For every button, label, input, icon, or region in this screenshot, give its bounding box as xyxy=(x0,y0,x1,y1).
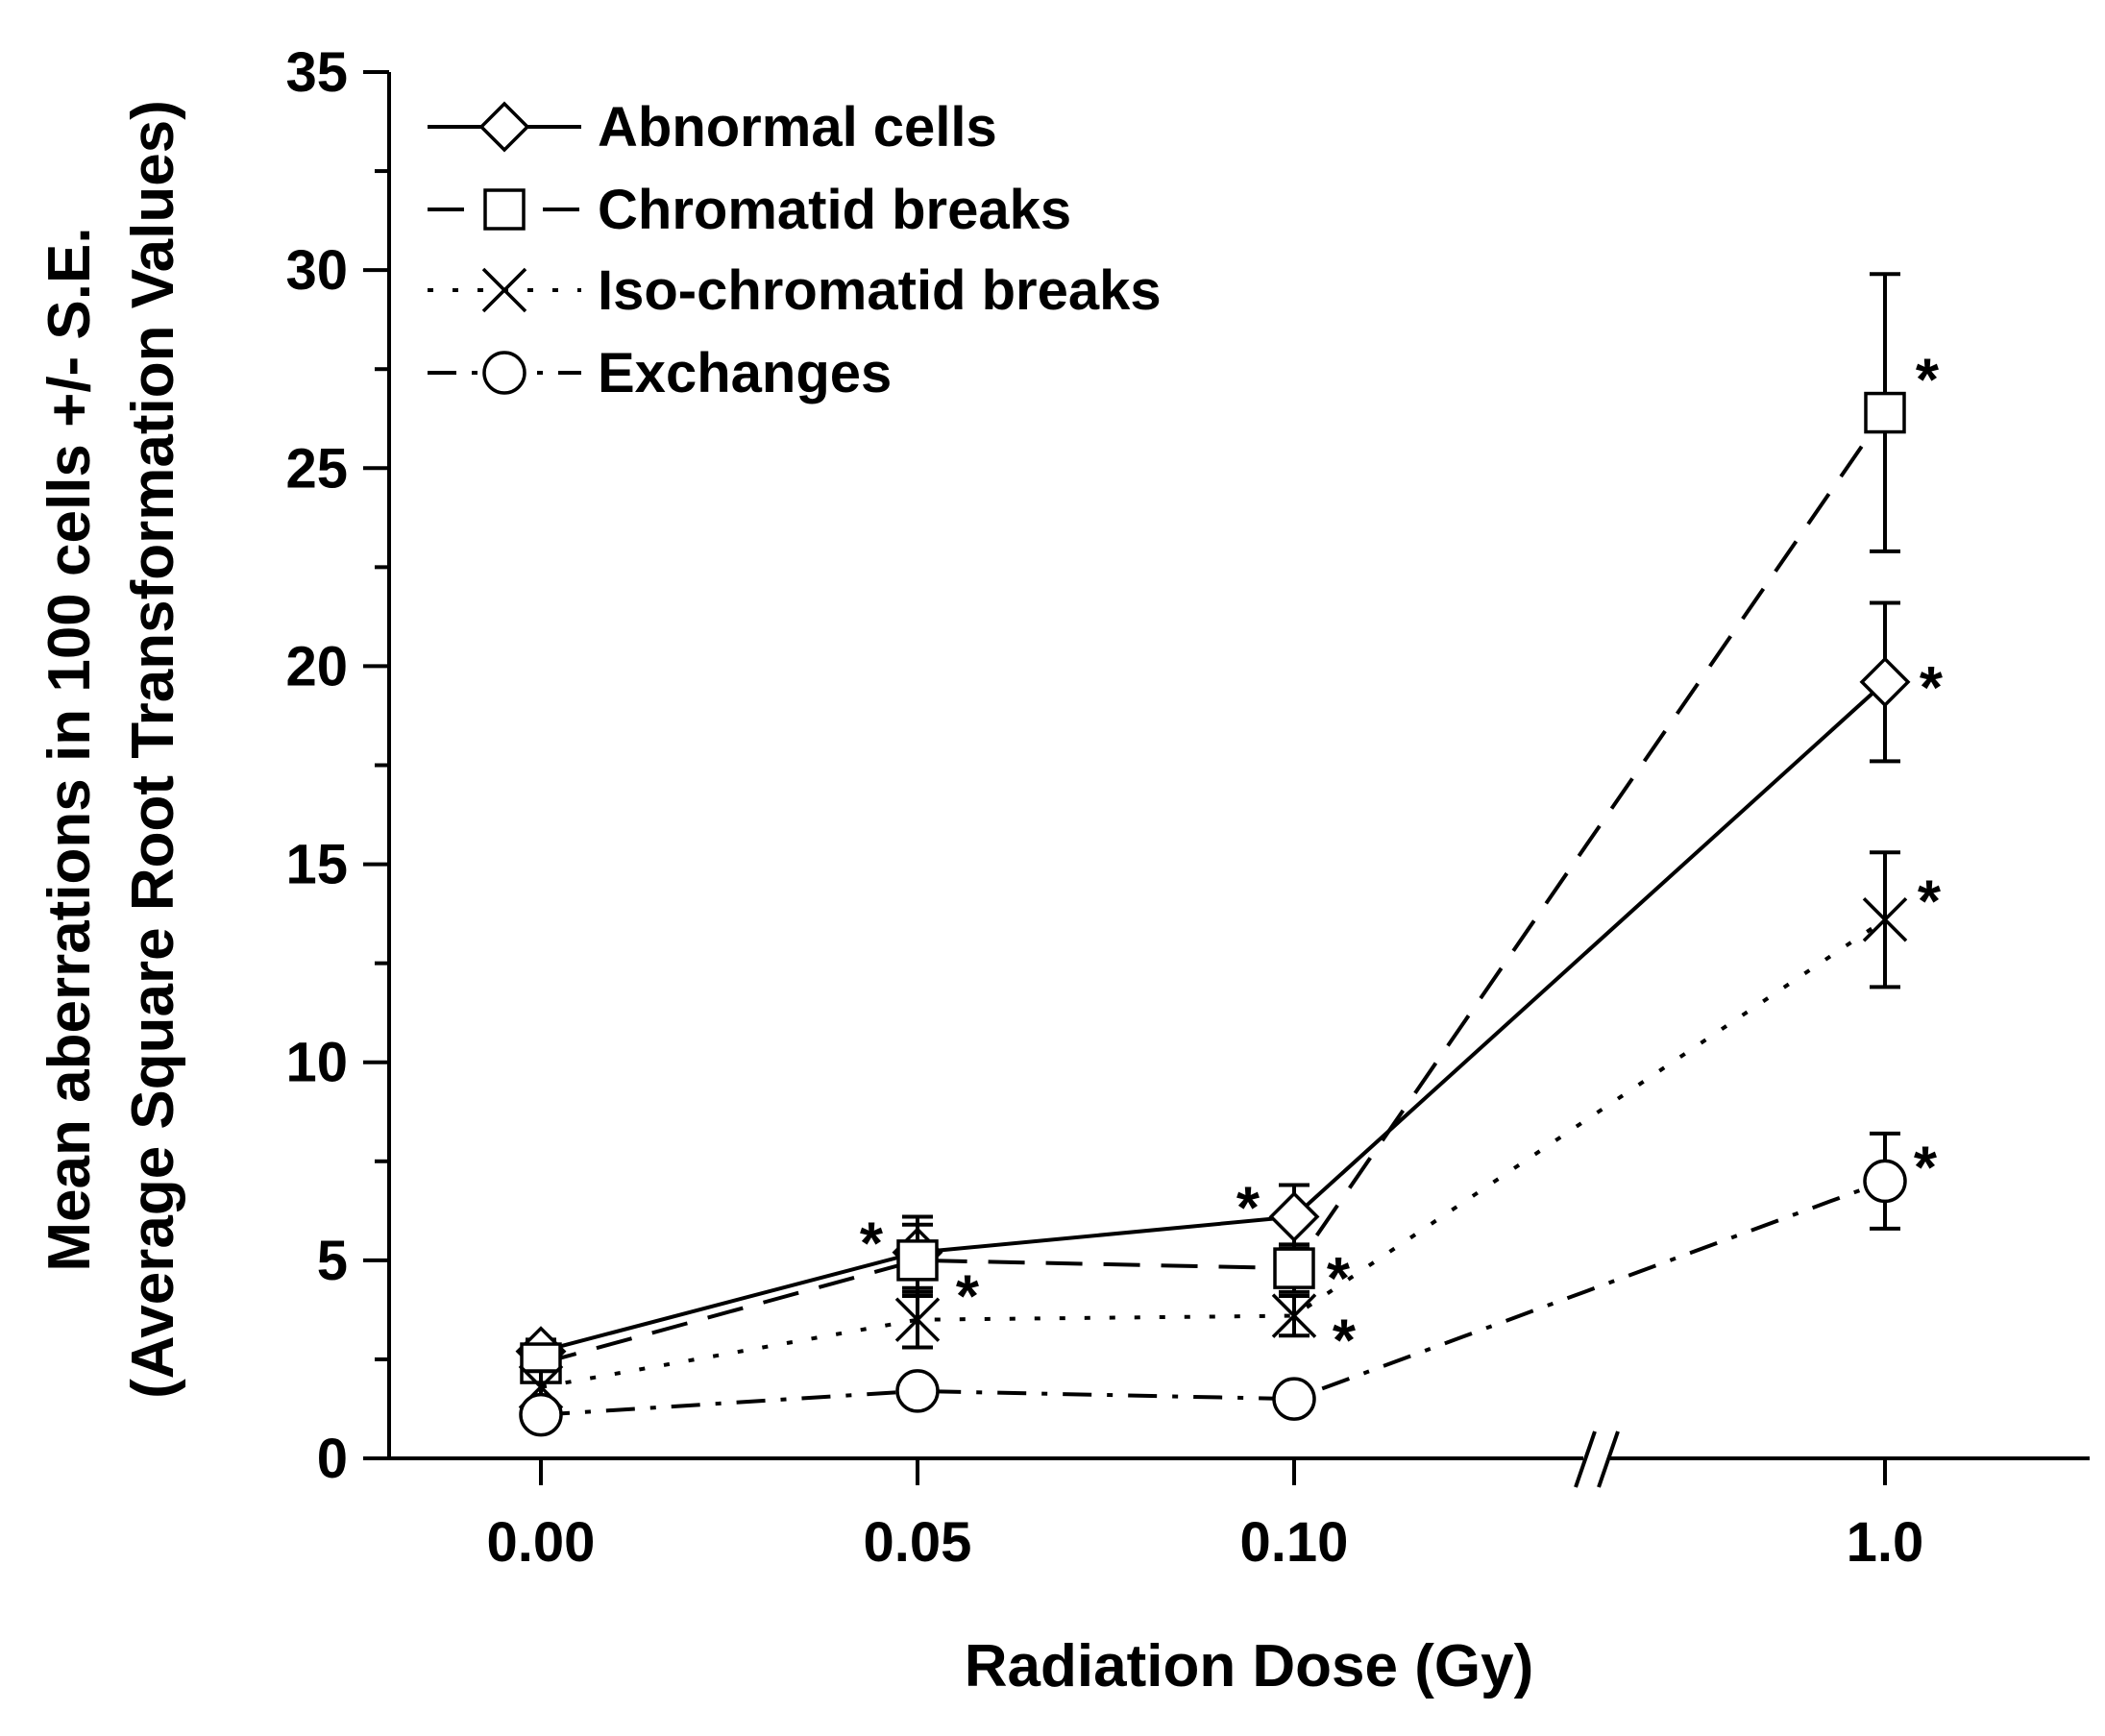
data-point xyxy=(1271,1293,1317,1338)
legend: Abnormal cells Chromatid breaks Iso-chroma… xyxy=(428,96,1162,404)
legend-marker xyxy=(482,351,526,395)
series-iso-chromatid-breaks: *** xyxy=(518,850,1942,1410)
legend-marker xyxy=(481,267,527,313)
legend-entry: Exchanges xyxy=(428,342,892,404)
legend-entry: Chromatid breaks xyxy=(428,179,1071,241)
legend-label: Exchanges xyxy=(598,342,892,404)
significance-star: * xyxy=(1916,348,1940,414)
significance-star: * xyxy=(1333,1308,1357,1375)
marker-x-stroke xyxy=(1862,897,1908,942)
x-tick-label: 0.05 xyxy=(864,1511,972,1574)
data-point xyxy=(519,1392,563,1437)
marker-x-stroke xyxy=(894,1297,941,1342)
y-axis-title-line-2: (Average Square Root Transformation Valu… xyxy=(120,100,186,1399)
data-point xyxy=(1864,391,1906,434)
legend-label: Iso-chromatid breaks xyxy=(598,259,1162,322)
x-tick-label: 0.10 xyxy=(1240,1511,1349,1574)
y-ticks: 0 5 10 15 20 25 30 35 xyxy=(285,41,389,1490)
significance-star: * xyxy=(1920,655,1944,721)
significance-star: * xyxy=(1914,1135,1938,1201)
series-line xyxy=(540,411,1887,1365)
y-axis-title-line-1: Mean aberrations in 100 cells +/- S.E. xyxy=(37,227,103,1271)
legend-entry: Abnormal cells xyxy=(428,96,997,159)
axis-break-mark-1 xyxy=(1574,1430,1597,1488)
y-tick-label: 25 xyxy=(285,437,348,500)
y-tick-label: 30 xyxy=(285,239,348,302)
y-tick-label: 20 xyxy=(285,635,348,697)
data-point xyxy=(896,1239,939,1282)
y-axis: 0 5 10 15 20 25 30 35 xyxy=(285,41,391,1490)
series-chromatid-breaks: ** xyxy=(520,272,1940,1384)
series-exchanges: * xyxy=(519,1131,1938,1437)
data-point xyxy=(1273,1247,1315,1289)
y-tick-label: 0 xyxy=(317,1428,348,1490)
y-tick-label: 35 xyxy=(285,41,348,104)
significance-star: * xyxy=(860,1211,884,1278)
data-point xyxy=(1863,1159,1907,1204)
legend-label: Abnormal cells xyxy=(598,96,997,159)
series-abnormal-cells: *** xyxy=(515,600,1944,1378)
legend-marker xyxy=(483,188,526,231)
legend-entry: Iso-chromatid breaks xyxy=(428,259,1162,322)
data-point xyxy=(894,1297,941,1342)
significance-star: * xyxy=(1327,1246,1351,1312)
x-axis-title: Radiation Dose (Gy) xyxy=(965,1633,1534,1699)
legend-marker xyxy=(478,101,530,153)
data-point xyxy=(1859,656,1911,708)
significance-star: * xyxy=(1236,1176,1261,1242)
y-tick-label: 15 xyxy=(285,834,348,896)
data-point xyxy=(1272,1377,1316,1421)
x-tick-label: 1.0 xyxy=(1847,1511,1924,1574)
x-ticks: 0.00 0.05 0.10 1.0 xyxy=(487,1458,1924,1574)
axis-break-mark-2 xyxy=(1597,1430,1620,1488)
y-tick-label: 5 xyxy=(317,1230,348,1292)
y-tick-label: 10 xyxy=(285,1032,348,1094)
series-line xyxy=(540,1179,1886,1417)
significance-star: * xyxy=(1918,868,1942,935)
x-axis: 0.00 0.05 0.10 1.0 xyxy=(389,1430,2090,1574)
significance-star: * xyxy=(956,1264,980,1331)
data-point xyxy=(895,1369,940,1413)
legend-label: Chromatid breaks xyxy=(598,179,1071,241)
marker-x-stroke xyxy=(1271,1293,1317,1338)
marker-x-stroke xyxy=(481,267,527,313)
series-layer: ********* xyxy=(515,272,1944,1437)
data-point xyxy=(1862,897,1908,942)
data-point xyxy=(1268,1191,1320,1242)
series-line xyxy=(540,917,1887,1389)
series-line xyxy=(540,680,1887,1354)
x-tick-label: 0.00 xyxy=(487,1511,596,1574)
